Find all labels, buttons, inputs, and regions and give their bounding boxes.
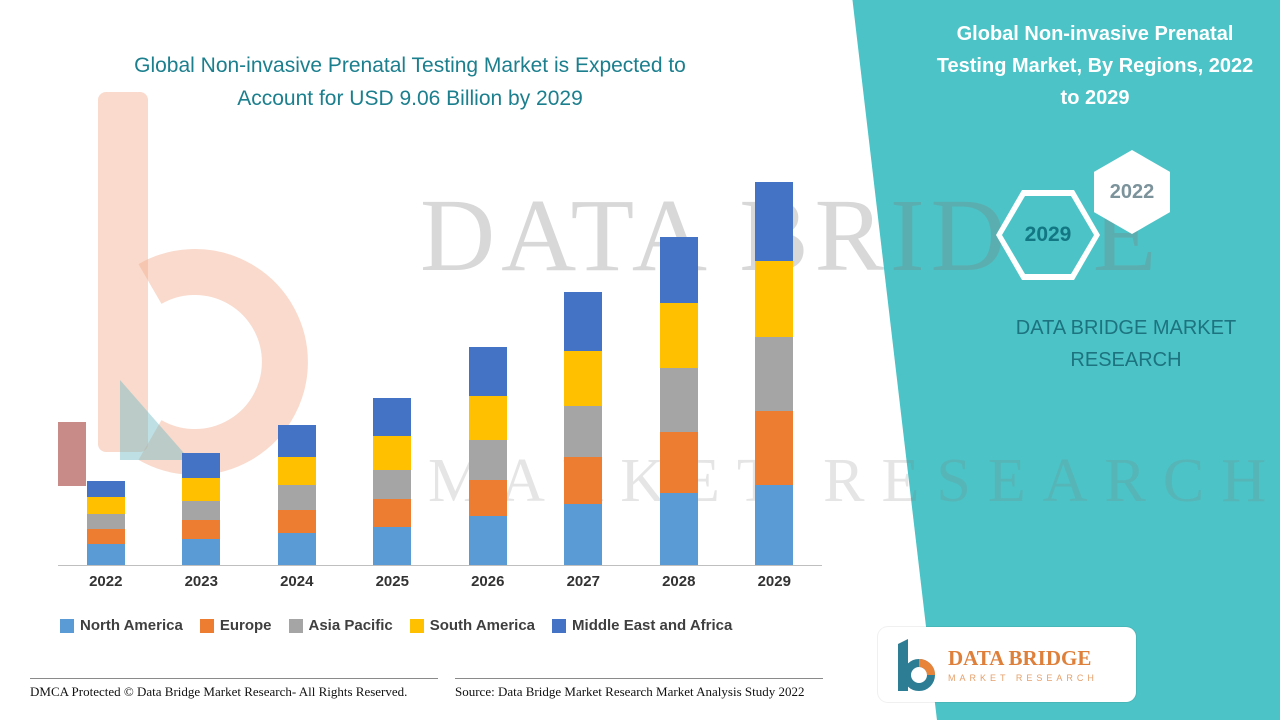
legend-swatch [288,618,303,633]
bar-stack-2024 [277,425,316,565]
bar-segment-north-america [755,484,794,565]
bar-segment-north-america [659,493,698,565]
side-panel-title: Global Non-invasive Prenatal Testing Mar… [936,23,1254,109]
bar-column-2026 [440,347,536,565]
data-bridge-logo-icon [898,638,935,691]
legend-item-asia-pacific: Asia Pacific [288,617,393,634]
x-axis-labels: 2022 2023 2024 2025 2026 2027 2028 2029 [58,573,822,590]
legend-swatch [199,618,214,633]
bar-segment-asia-pacific [564,406,603,458]
bar-chart [58,180,822,566]
bar-segment-europe [86,529,125,544]
bar-segment-middle-east-and-africa [373,397,412,437]
x-axis-label-2027: 2027 [566,573,600,590]
bar-segment-asia-pacific [182,500,221,520]
hexagon-2029: 2029 [996,190,1100,280]
bar-segment-south-america [277,457,316,485]
bar-segment-middle-east-and-africa [755,181,794,261]
brand-text: DATA BRIDGE MARKET RESEARCH [1015,317,1237,371]
x-axis-label-2023: 2023 [184,573,218,590]
bar-segment-north-america [277,533,316,565]
bar-segment-asia-pacific [277,484,316,511]
bar-segment-asia-pacific [659,368,698,432]
legend-label: Asia Pacific [308,617,393,634]
logo-texts: DATA BRIDGE MARKET RESEARCH [948,646,1098,683]
bar-stack-2026 [468,347,507,565]
page-title-line2: Account for USD 9.06 Billion by 2029 [237,86,583,110]
bar-column-2024 [249,425,345,565]
bar-column-2028 [631,237,727,565]
bar-column-2027 [536,292,632,565]
bar-segment-north-america [373,526,412,565]
bar-segment-asia-pacific [373,469,412,500]
bar-segment-europe [182,519,221,539]
legend-label: North America [80,617,183,634]
chart-legend: North America Europe Asia Pacific South Ame… [60,617,732,634]
dmca-notice: DMCA Protected © Data Bridge Market Rese… [30,678,438,700]
bar-stack-2023 [182,453,221,565]
logo-card: DATA BRIDGE MARKET RESEARCH [878,627,1136,702]
hexagon-2022-label: 2022 [1109,180,1155,203]
bar-stack-2022 [86,480,125,565]
bar-segment-north-america [564,503,603,565]
bar-segment-asia-pacific [86,514,125,530]
logo-subtitle: MARKET RESEARCH [948,672,1098,683]
bar-segment-south-america [373,436,412,470]
legend-swatch [409,618,424,633]
legend-swatch [552,618,567,633]
legend-item-north-america: North America [60,617,183,634]
bar-column-2023 [154,453,250,565]
bar-segment-north-america [468,516,507,565]
legend-item-middle-east-and-africa: Middle East and Africa [552,617,732,634]
x-axis-label-2029: 2029 [757,573,791,590]
bar-segment-south-america [182,477,221,501]
page-title-line1: Global Non-invasive Prenatal Testing Mar… [134,54,686,77]
hexagon-2029-label: 2029 [1024,223,1072,246]
legend-swatch [60,618,74,633]
bar-segment-south-america [86,497,125,515]
legend-item-europe: Europe [199,617,272,634]
bar-segment-south-america [468,395,507,441]
bar-segment-south-america [755,260,794,337]
legend-item-south-america: South America [409,617,536,634]
bar-stack-2028 [659,237,698,565]
bar-segment-asia-pacific [468,440,507,481]
x-axis-label-2025: 2025 [375,573,409,590]
x-axis-label-2026: 2026 [471,573,505,590]
bar-segment-south-america [564,351,603,407]
bar-segment-europe [755,410,794,485]
bar-stack-2029 [755,181,794,565]
bar-stack-2025 [373,397,412,565]
bar-segment-europe [373,499,412,527]
x-axis-label-2024: 2024 [280,573,314,590]
bar-column-2025 [345,397,441,565]
bar-stack-2027 [564,292,603,565]
legend-label: South America [429,617,536,634]
source-note: Source: Data Bridge Market Research Mark… [455,678,823,700]
legend-label: Europe [219,617,272,634]
bar-segment-north-america [86,543,125,565]
bar-segment-middle-east-and-africa [564,292,603,352]
bar-segment-middle-east-and-africa [659,237,698,303]
bar-segment-middle-east-and-africa [182,453,221,478]
bar-segment-middle-east-and-africa [86,480,125,498]
bar-segment-europe [277,510,316,534]
bar-column-2029 [727,181,823,565]
bar-segment-europe [564,457,603,504]
bar-segment-middle-east-and-africa [468,347,507,396]
legend-label: Middle East and Africa [572,617,733,634]
bar-segment-europe [659,431,698,494]
bar-segment-south-america [659,302,698,369]
bar-segment-asia-pacific [755,336,794,411]
x-axis-label-2028: 2028 [662,573,696,590]
bar-column-2022 [58,480,154,565]
bar-segment-europe [468,480,507,517]
logo-title: DATA BRIDGE [948,645,1092,670]
bar-segment-middle-east-and-africa [277,425,316,458]
bar-segment-north-america [182,538,221,565]
x-axis-label-2022: 2022 [89,573,123,590]
page-title: Global Non-invasive Prenatal Testing Mar… [80,50,740,115]
